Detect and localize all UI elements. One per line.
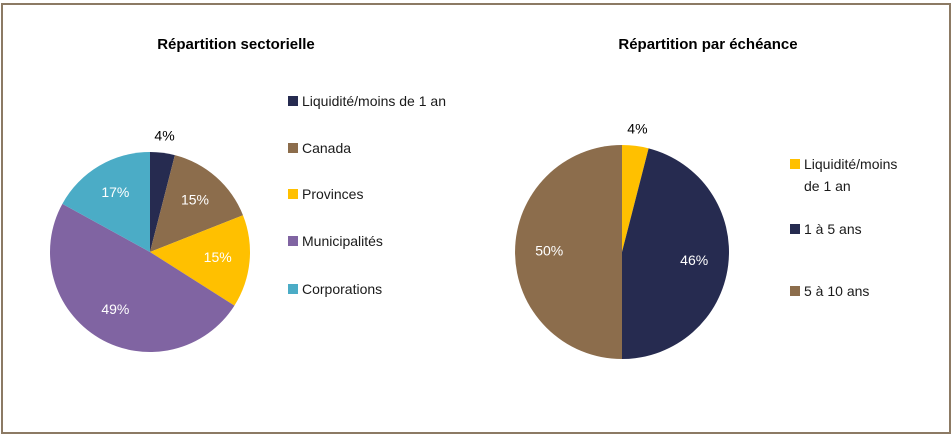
pie-slice [150,215,250,306]
legend-label: 5 à 10 ans [804,283,870,299]
legend-item: 1 à 5 ans [790,218,915,240]
pie-slice [62,152,150,252]
legend-swatch [790,224,800,234]
pie-slice [622,148,729,359]
legend-item: 5 à 10 ans [790,280,915,302]
frame-border [1,3,951,434]
legend-item: Canada [288,137,463,159]
legend-swatch [790,286,800,296]
pie-slice [50,203,235,352]
data-label: 4% [627,121,647,137]
data-label: 15% [181,192,209,208]
chart-title: Répartition sectorielle [157,36,315,53]
legend-swatch [790,159,800,169]
legend-label: 1 à 5 ans [804,221,862,237]
data-label: 4% [154,128,174,144]
legend-swatch [288,96,298,106]
legend-swatch [288,284,298,294]
pie-slice [515,145,622,359]
legend-item: Provinces [288,183,463,205]
data-label: 46% [680,252,708,268]
legend-label: Corporations [302,281,383,297]
pie-slice [150,152,175,252]
data-label: 50% [535,243,563,259]
data-label: 15% [204,249,232,265]
legend-swatch [288,236,298,246]
legend-swatch [288,143,298,153]
data-label: 49% [101,301,129,317]
chart-title: Répartition par échéance [618,36,797,53]
legend-item: Corporations [288,278,463,300]
pie-slice [150,155,243,252]
legend-label: Canada [302,140,352,156]
data-label: 17% [101,184,129,200]
legend-label: Liquidité/moins de 1 an [302,93,446,109]
legend-swatch [288,189,298,199]
legend-label: Liquidité/moins de 1 an [804,156,898,194]
pie-slice [622,145,649,252]
legend-item: Municipalités [288,230,463,252]
legend-label: Municipalités [302,233,383,249]
legend-item: Liquidité/moins de 1 an [790,153,915,197]
legend-item: Liquidité/moins de 1 an [288,90,463,112]
legend-label: Provinces [302,186,364,202]
